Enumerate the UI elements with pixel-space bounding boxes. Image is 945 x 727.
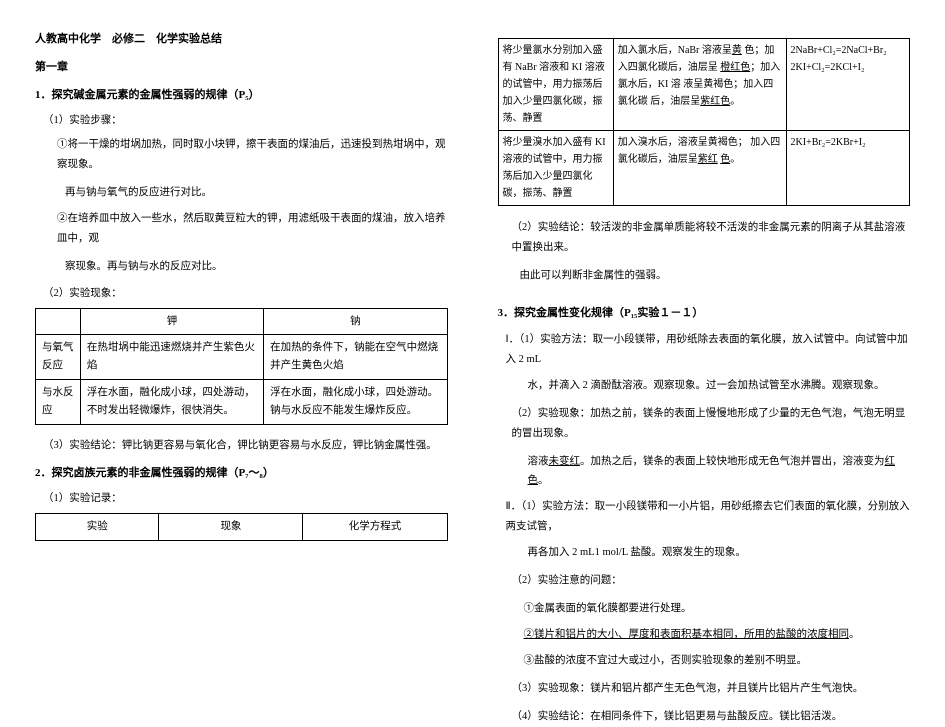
sec3-II-caution: （2）实验注意的问题： bbox=[512, 571, 911, 591]
sec3-I: Ⅰ．（1）实验方法：取一小段镁带，用砂纸除去表面的氧化膜，放入试管中。向试管中加… bbox=[506, 330, 911, 370]
obs-label: （2）实验现象： bbox=[43, 285, 448, 300]
sec3-I-obs: （2）实验现象：加热之前，镁条的表面上慢慢地形成了少量的无色气泡，气泡无明显的冒… bbox=[512, 404, 911, 444]
r2c2-d: 色 bbox=[720, 154, 730, 165]
sec3-II-obs: （3）实验现象：镁片和铝片都产生无色气泡，并且镁片比铝片产生气泡快。 bbox=[512, 679, 911, 699]
step-2-text: ②在培养皿中放入一些水，然后取黄豆粒大的钾，用滤纸吸干表面的煤油，放入培养皿中，… bbox=[57, 209, 448, 249]
right-column: 将少量氯水分别加入盛有 NaBr 溶液和 KI 溶液的试管中，用力振荡后加入少量… bbox=[473, 30, 926, 648]
th-k: 钾 bbox=[80, 308, 263, 335]
table-halogen: 将少量氯水分别加入盛有 NaBr 溶液和 KI 溶液的试管中，用力振荡后加入少量… bbox=[498, 38, 911, 206]
table-k-na: 钾 钠 与氧气反应 在热坩埚中能迅速燃烧并产生紫色火焰 在加热的条件下，钠能在空… bbox=[35, 308, 448, 425]
hal-r1c1: 将少量氯水分别加入盛有 NaBr 溶液和 KI 溶液的试管中，用力振荡后加入少量… bbox=[498, 39, 613, 131]
caution-2-u: ②镁片和铝片的大小、厚度和表面积基本相同，所用的盐酸的浓度相同 bbox=[524, 629, 850, 640]
sec3-II-b: 再各加入 2 mL1 mol/L 盐酸。观察发生的现象。 bbox=[528, 543, 911, 563]
sec2-conclusion-b: 由此可以判断非金属性的强弱。 bbox=[520, 266, 911, 286]
step-1b-text: 再与钠与氧气的反应进行对比。 bbox=[65, 183, 448, 203]
sec3-I-b: 水，并滴入 2 滴酚酞溶液。观察现象。过一会加热试管至水沸腾。观察现象。 bbox=[528, 376, 911, 396]
sec2-th3: 化学方程式 bbox=[303, 513, 447, 540]
r1c2-part-g: 后，油层呈 bbox=[650, 96, 700, 107]
sec3-I-obs2: 溶液未变红。加热之后，镁条的表面上较快地形成无色气泡并冒出，溶液变为红色。 bbox=[528, 452, 911, 492]
r1c2-part-b: 色 bbox=[744, 45, 754, 56]
hal-r1c2: 加入氯水后，NaBr 溶液呈黄 色；加入四氯化碳后，油层呈 橙红色；加入氯水后，… bbox=[613, 39, 786, 131]
sec2-record-label: （1）实验记录： bbox=[43, 490, 448, 505]
sec2-th1: 实验 bbox=[36, 513, 159, 540]
step-1-text: ①将一干燥的坩埚加热，同时取小块钾，擦干表面的煤油后，迅速投到热坩埚中，观察现象… bbox=[57, 135, 448, 175]
r2c2-a: 加入溴水后，溶液呈黄褐色； bbox=[618, 137, 748, 148]
section-1-title: 1．探究碱金属元素的金属性强弱的规律（P₅） bbox=[35, 86, 448, 102]
chapter-title: 第一章 bbox=[35, 58, 448, 74]
i-obs-u1: 未变红 bbox=[549, 456, 581, 467]
hal-r1c3: 2NaBr+Cl₂=2NaCl+Br₂ 2KI+Cl₂=2KCl+I₂ bbox=[786, 39, 909, 131]
sec2-th2: 现象 bbox=[159, 513, 303, 540]
r2c2-e: 。 bbox=[730, 154, 740, 165]
row2-label: 与水反应 bbox=[36, 380, 81, 425]
th-na: 钠 bbox=[264, 308, 447, 335]
caution-2-dot: 。 bbox=[849, 629, 860, 640]
row2-k: 浮在水面，融化成小球，四处游动，不时发出轻微爆炸，很快消失。 bbox=[80, 380, 263, 425]
sec3-I-a: Ⅰ．（1）实验方法：取一小段镁带，用砂纸除去表面的氧化膜，放入试管中。向试管中加… bbox=[506, 334, 908, 365]
row2-na: 浮在水面，融化成小球，四处游动。钠与水反应不能发生爆炸反应。 bbox=[264, 380, 447, 425]
doc-title: 人教高中化学 必修二 化学实验总结 bbox=[35, 30, 448, 46]
row1-na: 在加热的条件下，钠能在空气中燃烧并产生黄色火焰 bbox=[264, 335, 447, 380]
table-sec2-header: 实验 现象 化学方程式 bbox=[35, 513, 448, 541]
r1c2-orange: 橙红色 bbox=[720, 62, 750, 73]
sec2-conclusion: （2）实验结论：较活泼的非金属单质能将较不活泼的非金属元素的阴离子从其盐溶液中置… bbox=[512, 218, 911, 258]
i-obs-t1: 溶液 bbox=[528, 456, 549, 467]
sec1-conclusion: （3）实验结论：钾比钠更容易与氧化合，钾比钠更容易与水反应，钾比钠金属性强。 bbox=[43, 437, 448, 452]
hal-r2c3: 2KI+Br₂=2KBr+I₂ bbox=[786, 131, 909, 206]
section-2-title: 2．探究卤族元素的非金属性强弱的规律（P₇～₈） bbox=[35, 464, 448, 480]
hal-r2c1: 将少量溴水加入盛有 KI 溶液的试管中，用力振荡后加入少量四氯化碳，振荡、静置 bbox=[498, 131, 613, 206]
row1-k: 在热坩埚中能迅速燃烧并产生紫色火焰 bbox=[80, 335, 263, 380]
i-obs-t3: 。 bbox=[538, 475, 549, 486]
th-blank bbox=[36, 308, 81, 335]
r1c2-part-i: 。 bbox=[730, 96, 740, 107]
caution-2: ②镁片和铝片的大小、厚度和表面积基本相同，所用的盐酸的浓度相同。 bbox=[524, 625, 911, 645]
r1c2-purple: 紫红色 bbox=[700, 96, 730, 107]
i-obs-a: （2）实验现象：加热之前，镁条的表面上慢慢地形成了少量的无色气泡，气泡无明显的冒… bbox=[512, 408, 906, 439]
hal-r2c2: 加入溴水后，溶液呈黄褐色； 加入四氯化碳后，油层呈紫红 色。 bbox=[613, 131, 786, 206]
r1c2-yellow: 黄 bbox=[732, 45, 742, 56]
sec3-II-conc: （4）实验结论：在相同条件下，镁比铝更易与盐酸反应。镁比铝活泼。 bbox=[512, 707, 911, 727]
sec3-II: Ⅱ．（1）实验方法：取一小段镁带和一小片铝，用砂纸擦去它们表面的氧化膜，分别放入… bbox=[506, 497, 911, 537]
step-label: （1）实验步骤： bbox=[43, 112, 448, 127]
i-obs-t2: 。加热之后，镁条的表面上较快地形成无色气泡并冒出，溶液变为 bbox=[580, 456, 885, 467]
step-2b-text: 察现象。再与钠与水的反应对比。 bbox=[65, 257, 448, 277]
section-3-title: 3．探究金属性变化规律（P₁₅实验１－１） bbox=[498, 304, 911, 320]
left-column: 人教高中化学 必修二 化学实验总结 第一章 1．探究碱金属元素的金属性强弱的规律… bbox=[20, 30, 473, 648]
row1-label: 与氧气反应 bbox=[36, 335, 81, 380]
r1c2-part-a: 加入氯水后，NaBr 溶液呈 bbox=[618, 45, 732, 56]
r2c2-purple: 紫红 bbox=[698, 154, 718, 165]
caution-1: ①金属表面的氧化膜都要进行处理。 bbox=[524, 599, 911, 619]
